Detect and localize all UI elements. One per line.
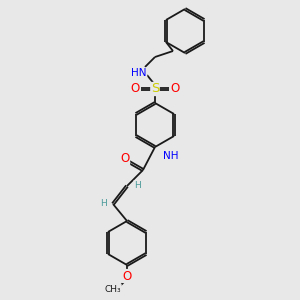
Text: H: H (134, 181, 141, 190)
Text: O: O (120, 152, 130, 166)
Text: H: H (100, 199, 107, 208)
Text: S: S (151, 82, 159, 95)
Text: O: O (130, 82, 140, 95)
Text: HN: HN (131, 68, 147, 78)
Text: CH₃: CH₃ (105, 284, 121, 293)
Text: O: O (170, 82, 180, 95)
Text: NH: NH (163, 151, 178, 161)
Text: O: O (122, 269, 132, 283)
